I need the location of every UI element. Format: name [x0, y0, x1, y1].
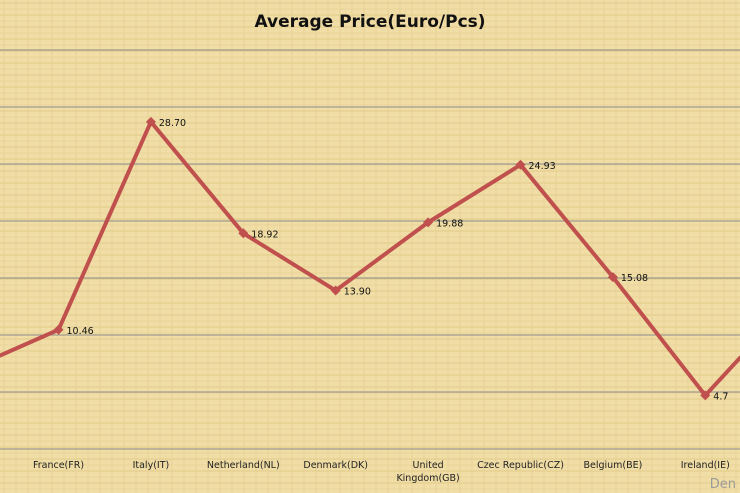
data-label: 19.88	[436, 218, 463, 229]
data-label: 4.7	[713, 391, 728, 402]
value-labels: 10.46 28.70 18.92 13.90 19.88 24.93 15.08 4.7	[67, 118, 729, 403]
category-label: Kingdom(GB)	[396, 473, 459, 484]
data-label: 10.46	[67, 326, 94, 337]
category-label: Czec Republic(CZ)	[477, 460, 564, 471]
category-label: France(FR)	[33, 460, 84, 471]
category-labels: France(FR) Italy(IT) Netherland(NL) Denmark…	[33, 460, 730, 484]
data-point-marker	[53, 324, 64, 335]
category-label: Netherland(NL)	[207, 460, 280, 471]
data-point-marker	[145, 116, 156, 127]
data-point-marker	[330, 285, 341, 296]
data-label: 13.90	[344, 287, 371, 298]
watermark: Den	[710, 477, 736, 492]
category-label: Italy(IT)	[133, 460, 170, 471]
data-label: 15.08	[621, 273, 648, 284]
category-label: United	[412, 460, 443, 471]
data-label: 28.70	[159, 118, 186, 129]
data-label: 24.93	[529, 161, 556, 172]
series-markers	[53, 116, 711, 401]
gridlines	[0, 49, 740, 450]
category-label: Belgium(BE)	[583, 460, 642, 471]
data-point-marker	[423, 217, 434, 228]
data-point-marker	[515, 159, 526, 170]
series-line	[0, 119, 740, 398]
chart-title: Average Price(Euro/Pcs)	[254, 12, 485, 32]
data-point-marker	[238, 228, 249, 239]
series-line-path	[0, 119, 740, 398]
data-point-marker	[700, 390, 711, 401]
data-label: 18.92	[251, 229, 278, 240]
data-point-marker	[607, 272, 618, 283]
category-label: Denmark(DK)	[303, 460, 368, 471]
category-label: Ireland(IE)	[681, 460, 730, 471]
